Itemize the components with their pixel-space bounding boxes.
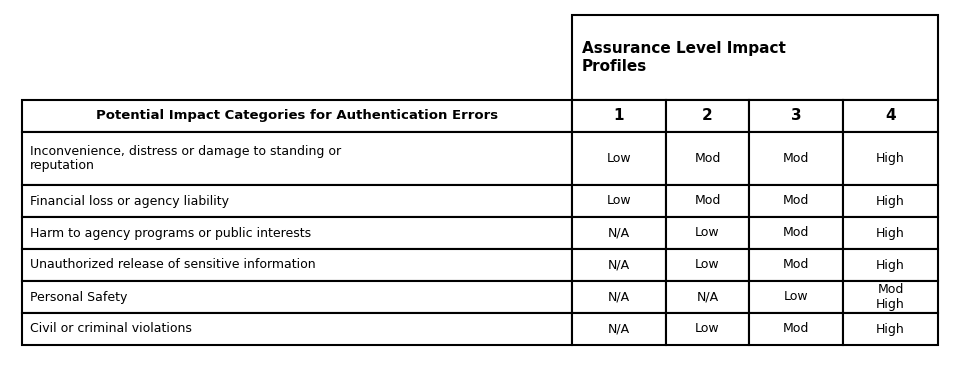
Bar [22,281,572,313]
Text: Mod: Mod [782,258,809,272]
Text: Assurance Level Impact
Profiles: Assurance Level Impact Profiles [582,41,786,74]
Bar [572,185,666,217]
Bar [572,100,666,132]
Bar [843,132,938,185]
Text: High: High [876,227,905,239]
Bar [572,217,666,249]
Text: N/A: N/A [608,323,630,335]
Bar [666,281,749,313]
Text: Mod: Mod [694,152,721,165]
Text: Mod: Mod [694,195,721,207]
Text: Mod: Mod [782,323,809,335]
Bar [572,281,666,313]
Text: N/A: N/A [608,291,630,304]
Bar [843,281,938,313]
Text: N/A: N/A [608,227,630,239]
Text: High: High [876,152,905,165]
Bar [22,313,572,345]
Bar [666,185,749,217]
Bar [749,313,843,345]
Bar [572,249,666,281]
Text: Mod: Mod [782,195,809,207]
Bar [749,249,843,281]
Text: N/A: N/A [608,258,630,272]
Bar [572,132,666,185]
Text: Mod: Mod [782,152,809,165]
Text: 2: 2 [702,108,713,123]
Bar [666,249,749,281]
Text: Low: Low [695,227,720,239]
Bar [843,313,938,345]
Bar [749,132,843,185]
Bar [843,249,938,281]
Text: Personal Safety: Personal Safety [30,291,128,304]
Text: Unauthorized release of sensitive information: Unauthorized release of sensitive inform… [30,258,316,272]
Text: Harm to agency programs or public interests: Harm to agency programs or public intere… [30,227,311,239]
Text: Low: Low [607,152,632,165]
Text: Mod: Mod [782,227,809,239]
Bar [749,100,843,132]
Text: Low: Low [695,323,720,335]
Bar [843,217,938,249]
Text: N/A: N/A [696,291,719,304]
Bar [666,100,749,132]
Text: Inconvenience, distress or damage to standing or
reputation: Inconvenience, distress or damage to sta… [30,145,341,173]
Bar [572,15,938,100]
Bar [22,217,572,249]
Text: Financial loss or agency liability: Financial loss or agency liability [30,195,229,207]
Text: Mod
High: Mod High [876,283,905,311]
Bar [749,185,843,217]
Text: Potential Impact Categories for Authentication Errors: Potential Impact Categories for Authenti… [96,110,498,123]
Bar [22,185,572,217]
Text: Low: Low [695,258,720,272]
Bar [749,281,843,313]
Bar [749,217,843,249]
Bar [22,132,572,185]
Text: Civil or criminal violations: Civil or criminal violations [30,323,192,335]
Bar [843,100,938,132]
Text: 3: 3 [791,108,802,123]
Bar [22,249,572,281]
Text: High: High [876,258,905,272]
Bar [666,313,749,345]
Bar [572,313,666,345]
Bar [666,217,749,249]
Text: High: High [876,323,905,335]
Text: Low: Low [783,291,808,304]
Bar [666,132,749,185]
Text: High: High [876,195,905,207]
Text: Low: Low [607,195,632,207]
Bar [843,185,938,217]
Text: 1: 1 [613,108,624,123]
Bar [22,100,572,132]
Text: 4: 4 [885,108,896,123]
